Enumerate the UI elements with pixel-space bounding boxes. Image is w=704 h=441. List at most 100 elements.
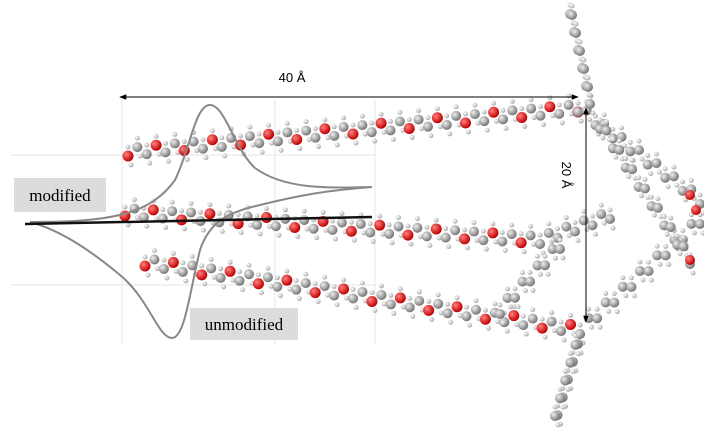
hydrogen bbox=[316, 144, 321, 149]
hydrogen bbox=[486, 326, 491, 331]
hydrogen bbox=[543, 335, 548, 340]
hydrogen bbox=[481, 229, 486, 234]
hydrogen bbox=[435, 106, 440, 111]
hydrogen bbox=[443, 226, 448, 231]
oxygen bbox=[196, 269, 207, 280]
hydrogen bbox=[228, 260, 233, 265]
hydrogen bbox=[602, 112, 607, 117]
carbon bbox=[588, 220, 598, 230]
carbon bbox=[575, 46, 585, 56]
carbon bbox=[469, 227, 479, 237]
oxygen bbox=[348, 129, 359, 140]
hydrogen bbox=[339, 211, 344, 216]
hydrogen bbox=[276, 130, 281, 135]
hydrogen bbox=[566, 387, 571, 392]
carbon bbox=[365, 228, 375, 238]
hydrogen bbox=[561, 256, 566, 261]
hydrogen bbox=[372, 139, 377, 144]
hydrogen bbox=[546, 272, 551, 277]
hydrogen bbox=[558, 387, 563, 392]
hydrogen bbox=[671, 165, 676, 170]
carbon bbox=[695, 219, 704, 229]
carbon bbox=[652, 250, 662, 260]
hydrogen bbox=[407, 296, 412, 301]
carbon bbox=[526, 104, 536, 114]
oxygen bbox=[402, 230, 413, 241]
hydrogen bbox=[237, 269, 242, 274]
carbon bbox=[561, 222, 571, 232]
carbon bbox=[640, 184, 650, 194]
hydrogen bbox=[632, 293, 637, 298]
oxygen bbox=[140, 261, 151, 272]
hydrogen bbox=[240, 287, 245, 292]
carbon bbox=[358, 287, 368, 297]
hydrogen bbox=[218, 266, 223, 271]
hydrogen bbox=[482, 110, 487, 115]
carbon bbox=[518, 320, 528, 330]
carbon bbox=[142, 149, 152, 159]
oxygen bbox=[148, 204, 159, 215]
carbon bbox=[217, 142, 227, 152]
hydrogen bbox=[501, 321, 506, 326]
carbon bbox=[216, 273, 226, 283]
hydrogen bbox=[266, 123, 271, 128]
hydrogen bbox=[643, 177, 648, 182]
hydrogen bbox=[303, 272, 308, 277]
hydrogen bbox=[558, 238, 563, 243]
hydrogen bbox=[626, 174, 631, 179]
oxygen bbox=[263, 129, 274, 140]
hydrogen bbox=[566, 93, 571, 98]
hydrogen bbox=[579, 119, 584, 124]
hydrogen bbox=[561, 405, 566, 410]
hydrogen bbox=[549, 310, 554, 315]
carbon bbox=[159, 264, 169, 274]
carbon bbox=[507, 229, 517, 239]
hydrogen bbox=[628, 140, 633, 145]
hydrogen bbox=[529, 97, 534, 102]
hydrogen bbox=[658, 262, 663, 267]
carbon bbox=[405, 302, 415, 312]
hydrogen bbox=[553, 405, 558, 410]
hydrogen bbox=[391, 137, 396, 142]
oxygen bbox=[423, 305, 434, 316]
hydrogen bbox=[490, 221, 495, 226]
hydrogen bbox=[570, 4, 575, 9]
carbon bbox=[367, 127, 377, 137]
hydrogen bbox=[655, 196, 660, 201]
hydrogen bbox=[655, 244, 660, 249]
oxygen bbox=[537, 323, 548, 334]
hydrogen bbox=[304, 119, 309, 124]
hydrogen bbox=[332, 124, 337, 129]
hydrogen bbox=[391, 311, 396, 316]
hydrogen bbox=[405, 224, 410, 229]
carbon bbox=[299, 215, 309, 225]
hydrogen bbox=[649, 278, 654, 283]
hydrogen bbox=[560, 120, 565, 125]
carbon bbox=[252, 220, 262, 230]
hydrogen bbox=[553, 256, 558, 261]
carbon bbox=[356, 219, 366, 229]
hydrogen bbox=[524, 332, 529, 337]
oxygen bbox=[225, 266, 236, 277]
hydrogen bbox=[657, 170, 662, 175]
hydrogen bbox=[239, 230, 244, 235]
hydrogen bbox=[182, 139, 187, 144]
carbon bbox=[320, 281, 330, 291]
hydrogen bbox=[701, 231, 704, 236]
hydrogen bbox=[333, 237, 338, 242]
carbon bbox=[337, 218, 347, 228]
hydrogen bbox=[538, 104, 543, 109]
hydrogen bbox=[416, 108, 421, 113]
hydrogen bbox=[663, 244, 668, 249]
carbon bbox=[653, 203, 663, 213]
oxygen bbox=[685, 190, 695, 200]
oxygen bbox=[123, 151, 134, 162]
hydrogen bbox=[179, 208, 184, 213]
hydrogen bbox=[462, 227, 467, 232]
carbon bbox=[618, 282, 628, 292]
carbon bbox=[627, 164, 637, 174]
carbon bbox=[149, 254, 159, 264]
carbon bbox=[272, 282, 282, 292]
hydrogen bbox=[408, 242, 413, 247]
hydrogen bbox=[294, 278, 299, 283]
